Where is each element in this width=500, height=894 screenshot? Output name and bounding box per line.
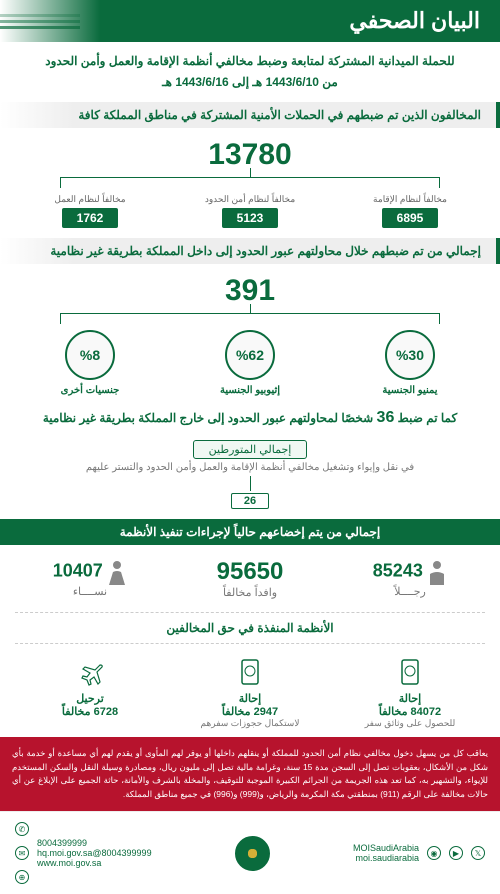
action-num: 6728 مخالفاً [10, 705, 170, 718]
actions-title: الأنظمة المنفذة في حق المخالفين [15, 612, 485, 644]
pct-value: %8 [65, 330, 115, 380]
involved-section: إجمالي المتورطين في نقل وإيواء وتشغيل مخ… [0, 435, 500, 514]
pct-label: يمنيو الجنسية [330, 385, 490, 396]
footer: 𝕏 ▶ ◉ MOISaudiArabia moi.saudiarabia 800… [0, 811, 500, 894]
plane-icon [75, 657, 105, 687]
center-num: 95650 [217, 558, 284, 586]
youtube-icon: ▶ [449, 846, 463, 860]
stat-value: 1762 [62, 208, 119, 228]
pct-yemeni: %30 يمنيو الجنسية [330, 330, 490, 396]
action-sub: للحصول على وثائق سفر [330, 718, 490, 729]
stat-residence: مخالفاً لنظام الإقامة 6895 [330, 194, 490, 228]
line36-pre: كما تم ضبط [394, 411, 457, 425]
pct-label: إثيوبيو الجنسية [170, 385, 330, 396]
subtitle: للحملة الميدانية المشتركة لمتابعة وضبط م… [0, 42, 500, 75]
total-center: 95650 وافداً مخالفاً [217, 558, 284, 599]
stat-value: 5123 [222, 208, 279, 228]
center-label: وافداً مخالفاً [217, 586, 284, 599]
action-docs: إحالة 84072 مخالفاً للحصول على وثائق سفر [330, 657, 490, 729]
section1-breakdown: مخالفاً لنظام الإقامة 6895 مخالفاً لنظام… [0, 189, 500, 233]
header-stripes [0, 0, 80, 42]
twitter-icon: 𝕏 [471, 846, 485, 860]
stat-label: مخالفاً لنظام العمل [10, 194, 170, 205]
totals-row: 85243 رجــــلاً 95650 وافداً مخالفاً 104… [0, 550, 500, 607]
warning-box: يعاقب كل من يسهل دخول مخالفي نظام أمن ال… [0, 737, 500, 811]
header-title: البيان الصحفي [20, 8, 480, 34]
pct-value: %62 [225, 330, 275, 380]
women-label: نســــاء [53, 585, 128, 598]
pct-label: جنسيات أخرى [10, 385, 170, 396]
involved-value: 26 [231, 493, 269, 509]
action-sub: لاستكمال حجوزات سفرهم [170, 718, 330, 729]
passport-icon [395, 657, 425, 687]
header: البيان الصحفي [0, 0, 500, 42]
action-num: 84072 مخالفاً [330, 705, 490, 718]
pct-value: %30 [385, 330, 435, 380]
total-women: 10407 نســــاء [53, 560, 128, 598]
footer-contact: 8004399999 8004399999@hq.moi.gov.sa www.… [15, 822, 152, 884]
action-deport: ترحيل 6728 مخالفاً [10, 657, 170, 729]
section2-header: إجمالي من تم ضبطهم خلال محاولتهم عبور ال… [0, 238, 500, 264]
action-title: إحالة [330, 692, 490, 705]
globe-icon: ⊕ [15, 870, 29, 884]
tree-connector-2 [60, 313, 440, 325]
line36-num: 36 [377, 409, 395, 426]
actions-row: إحالة 84072 مخالفاً للحصول على وثائق سفر… [0, 649, 500, 737]
connector [5, 476, 495, 491]
action-booking: إحالة 2947 مخالفاً لاستكمال حجوزات سفرهم [170, 657, 330, 729]
man-icon [427, 560, 447, 585]
action-title: إحالة [170, 692, 330, 705]
footer-social: 𝕏 ▶ ◉ MOISaudiArabia moi.saudiarabia [353, 843, 485, 863]
woman-icon [107, 560, 127, 585]
section2-breakdown: %30 يمنيو الجنسية %62 إثيوبيو الجنسية %8… [0, 325, 500, 401]
stat-value: 6895 [382, 208, 439, 228]
stat-label: مخالفاً لنظام الإقامة [330, 194, 490, 205]
action-num: 2947 مخالفاً [170, 705, 330, 718]
social-handle: MOISaudiArabia [353, 843, 419, 853]
total-men: 85243 رجــــلاً [373, 560, 448, 598]
stat-border: مخالفاً لنظام أمن الحدود 5123 [170, 194, 330, 228]
action-title: ترحيل [10, 692, 170, 705]
infographic-container: البيان الصحفي للحملة الميدانية المشتركة … [0, 0, 500, 894]
men-num: 85243 [373, 560, 423, 580]
web-handle: moi.saudiarabia [353, 853, 419, 863]
women-num: 10407 [53, 560, 103, 580]
instagram-icon: ◉ [427, 846, 441, 860]
line36-post: شخصًا لمحاولتهم عبور الحدود إلى خارج الم… [43, 411, 377, 425]
phone: 8004399999 [37, 838, 152, 848]
pct-other: %8 جنسيات أخرى [10, 330, 170, 396]
stat-labor: مخالفاً لنظام العمل 1762 [10, 194, 170, 228]
site: www.moi.gov.sa [37, 858, 152, 868]
stat-label: مخالفاً لنظام أمن الحدود [170, 194, 330, 205]
involved-badge: إجمالي المتورطين [193, 440, 308, 459]
involved-sub: في نقل وإيواء وتشغيل مخالفي أنظمة الإقام… [5, 459, 495, 476]
phone-icon: ✆ [15, 822, 29, 836]
passport-icon [235, 657, 265, 687]
mail-icon: ✉ [15, 846, 29, 860]
pct-ethiopian: %62 إثيوبيو الجنسية [170, 330, 330, 396]
date-range: من 1443/6/10 هـ إلى 1443/6/16 هـ [0, 75, 500, 97]
men-label: رجــــلاً [373, 585, 448, 598]
emblem-icon [235, 836, 270, 871]
dark-banner: إجمالي من يتم إخضاعهم حالياً لإجراءات تن… [0, 519, 500, 545]
line-36: كما تم ضبط 36 شخصًا لمحاولتهم عبور الحدو… [0, 401, 500, 435]
section1-header: المخالفون الذين تم ضبطهم في الحملات الأم… [0, 102, 500, 128]
tree-connector [60, 177, 440, 189]
email: 8004399999@hq.moi.gov.sa [37, 848, 152, 858]
